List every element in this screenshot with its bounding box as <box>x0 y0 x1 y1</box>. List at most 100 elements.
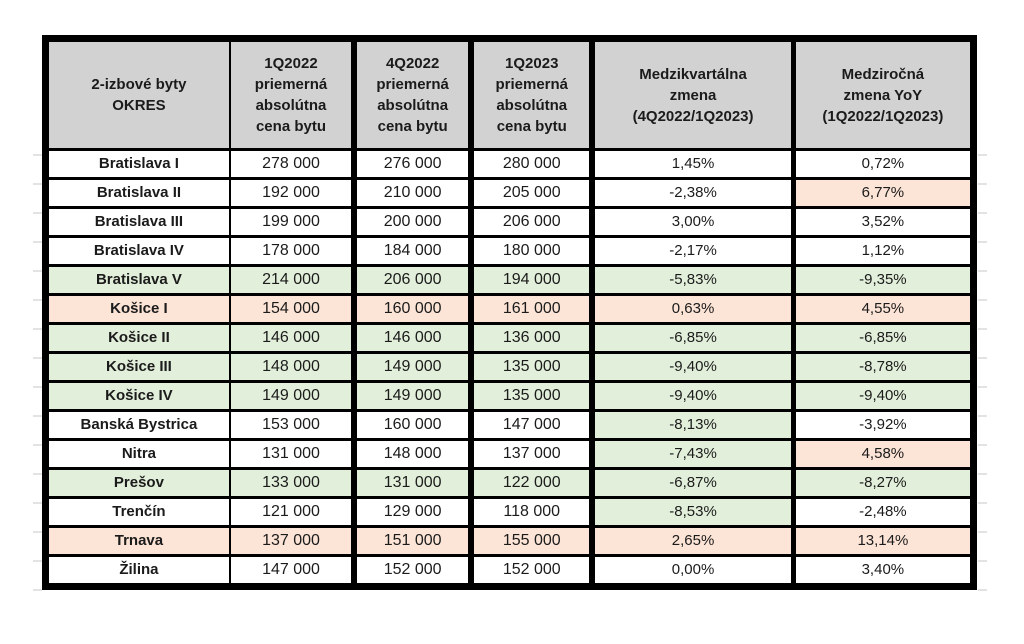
table-row: Žilina 147 000 152 000 152 000 0,00% 3,4… <box>45 554 974 588</box>
table-body: Bratislava I 278 000 276 000 280 000 1,4… <box>45 148 974 588</box>
price-1q2023-cell: 152 000 <box>468 554 593 588</box>
qoq-change-cell: -2,17% <box>589 235 794 267</box>
qoq-change-cell: -9,40% <box>589 380 794 412</box>
price-1q2022-cell: 278 000 <box>228 148 355 180</box>
price-4q2022-cell: 129 000 <box>351 496 472 528</box>
price-1q2023-cell: 118 000 <box>468 496 593 528</box>
price-4q2022-cell: 152 000 <box>351 554 472 588</box>
price-1q2023-cell: 206 000 <box>468 206 593 238</box>
apartment-prices-table: 2-izbové byty OKRES 1Q2022 priemerná abs… <box>42 35 977 590</box>
qoq-change-cell: 0,63% <box>589 293 794 325</box>
price-1q2023-cell: 194 000 <box>468 264 593 296</box>
price-4q2022-cell: 210 000 <box>351 177 472 209</box>
price-1q2022-cell: 192 000 <box>228 177 355 209</box>
price-1q2023-cell: 135 000 <box>468 380 593 412</box>
price-1q2023-cell: 280 000 <box>468 148 593 180</box>
qoq-change-cell: -6,85% <box>589 322 794 354</box>
price-1q2023-cell: 137 000 <box>468 438 593 470</box>
district-cell: Prešov <box>45 467 230 499</box>
district-cell: Nitra <box>45 438 230 470</box>
district-cell: Košice II <box>45 322 230 354</box>
yoy-change-cell: -6,85% <box>790 322 974 354</box>
price-1q2023-cell: 180 000 <box>468 235 593 267</box>
price-4q2022-cell: 131 000 <box>351 467 472 499</box>
district-cell: Košice IV <box>45 380 230 412</box>
district-cell: Bratislava III <box>45 206 230 238</box>
price-1q2023-cell: 136 000 <box>468 322 593 354</box>
gridline-ticks-left <box>33 127 42 601</box>
price-1q2022-cell: 214 000 <box>228 264 355 296</box>
yoy-change-cell: -8,78% <box>790 351 974 383</box>
table-row: Nitra 131 000 148 000 137 000 -7,43% 4,5… <box>45 438 974 470</box>
district-cell: Trenčín <box>45 496 230 528</box>
yoy-change-cell: 0,72% <box>790 148 974 180</box>
district-cell: Bratislava IV <box>45 235 230 267</box>
table-row: Trnava 137 000 151 000 155 000 2,65% 13,… <box>45 525 974 557</box>
price-1q2022-cell: 147 000 <box>228 554 355 588</box>
table-row: Košice II 146 000 146 000 136 000 -6,85%… <box>45 322 974 354</box>
district-cell: Bratislava I <box>45 148 230 180</box>
price-1q2023-cell: 122 000 <box>468 467 593 499</box>
qoq-change-cell: -9,40% <box>589 351 794 383</box>
yoy-change-cell: -8,27% <box>790 467 974 499</box>
district-cell: Banská Bystrica <box>45 409 230 441</box>
district-cell: Košice III <box>45 351 230 383</box>
yoy-change-cell: -2,48% <box>790 496 974 528</box>
qoq-change-cell: -8,53% <box>589 496 794 528</box>
yoy-change-cell: 3,40% <box>790 554 974 588</box>
table-row: Banská Bystrica 153 000 160 000 147 000 … <box>45 409 974 441</box>
table-row: Prešov 133 000 131 000 122 000 -6,87% -8… <box>45 467 974 499</box>
table-row: Košice I 154 000 160 000 161 000 0,63% 4… <box>45 293 974 325</box>
price-4q2022-cell: 160 000 <box>351 409 472 441</box>
price-1q2022-cell: 178 000 <box>228 235 355 267</box>
price-1q2023-cell: 155 000 <box>468 525 593 557</box>
yoy-change-cell: 13,14% <box>790 525 974 557</box>
qoq-change-cell: -8,13% <box>589 409 794 441</box>
column-header-okres: 2-izbové byty OKRES <box>45 37 230 151</box>
column-header-price-4q2022: 4Q2022 priemerná absolútna cena bytu <box>351 37 472 151</box>
table-row: Trenčín 121 000 129 000 118 000 -8,53% -… <box>45 496 974 528</box>
qoq-change-cell: 1,45% <box>589 148 794 180</box>
district-cell: Trnava <box>45 525 230 557</box>
yoy-change-cell: -9,40% <box>790 380 974 412</box>
price-1q2022-cell: 199 000 <box>228 206 355 238</box>
yoy-change-cell: 3,52% <box>790 206 974 238</box>
header-row: 2-izbové byty OKRES 1Q2022 priemerná abs… <box>45 37 974 151</box>
yoy-change-cell: -3,92% <box>790 409 974 441</box>
column-header-price-1q2022: 1Q2022 priemerná absolútna cena bytu <box>228 37 355 151</box>
price-1q2023-cell: 205 000 <box>468 177 593 209</box>
column-header-yoy-change: Medziročná zmena YoY (1Q2022/1Q2023) <box>790 37 974 151</box>
price-4q2022-cell: 151 000 <box>351 525 472 557</box>
price-4q2022-cell: 206 000 <box>351 264 472 296</box>
table-row: Bratislava I 278 000 276 000 280 000 1,4… <box>45 148 974 180</box>
table-row: Bratislava V 214 000 206 000 194 000 -5,… <box>45 264 974 296</box>
qoq-change-cell: -2,38% <box>589 177 794 209</box>
price-1q2022-cell: 131 000 <box>228 438 355 470</box>
qoq-change-cell: 0,00% <box>589 554 794 588</box>
price-4q2022-cell: 146 000 <box>351 322 472 354</box>
price-1q2023-cell: 161 000 <box>468 293 593 325</box>
price-1q2022-cell: 154 000 <box>228 293 355 325</box>
qoq-change-cell: 3,00% <box>589 206 794 238</box>
gridline-ticks-right <box>978 127 987 601</box>
yoy-change-cell: 4,55% <box>790 293 974 325</box>
price-1q2022-cell: 137 000 <box>228 525 355 557</box>
price-4q2022-cell: 149 000 <box>351 380 472 412</box>
price-1q2022-cell: 133 000 <box>228 467 355 499</box>
district-cell: Bratislava V <box>45 264 230 296</box>
price-1q2022-cell: 146 000 <box>228 322 355 354</box>
table-row: Bratislava II 192 000 210 000 205 000 -2… <box>45 177 974 209</box>
price-1q2023-cell: 147 000 <box>468 409 593 441</box>
district-cell: Košice I <box>45 293 230 325</box>
table-row: Košice III 148 000 149 000 135 000 -9,40… <box>45 351 974 383</box>
price-4q2022-cell: 184 000 <box>351 235 472 267</box>
yoy-change-cell: 4,58% <box>790 438 974 470</box>
table-row: Bratislava III 199 000 200 000 206 000 3… <box>45 206 974 238</box>
price-4q2022-cell: 148 000 <box>351 438 472 470</box>
price-4q2022-cell: 276 000 <box>351 148 472 180</box>
qoq-change-cell: -7,43% <box>589 438 794 470</box>
price-1q2023-cell: 135 000 <box>468 351 593 383</box>
qoq-change-cell: 2,65% <box>589 525 794 557</box>
price-4q2022-cell: 160 000 <box>351 293 472 325</box>
